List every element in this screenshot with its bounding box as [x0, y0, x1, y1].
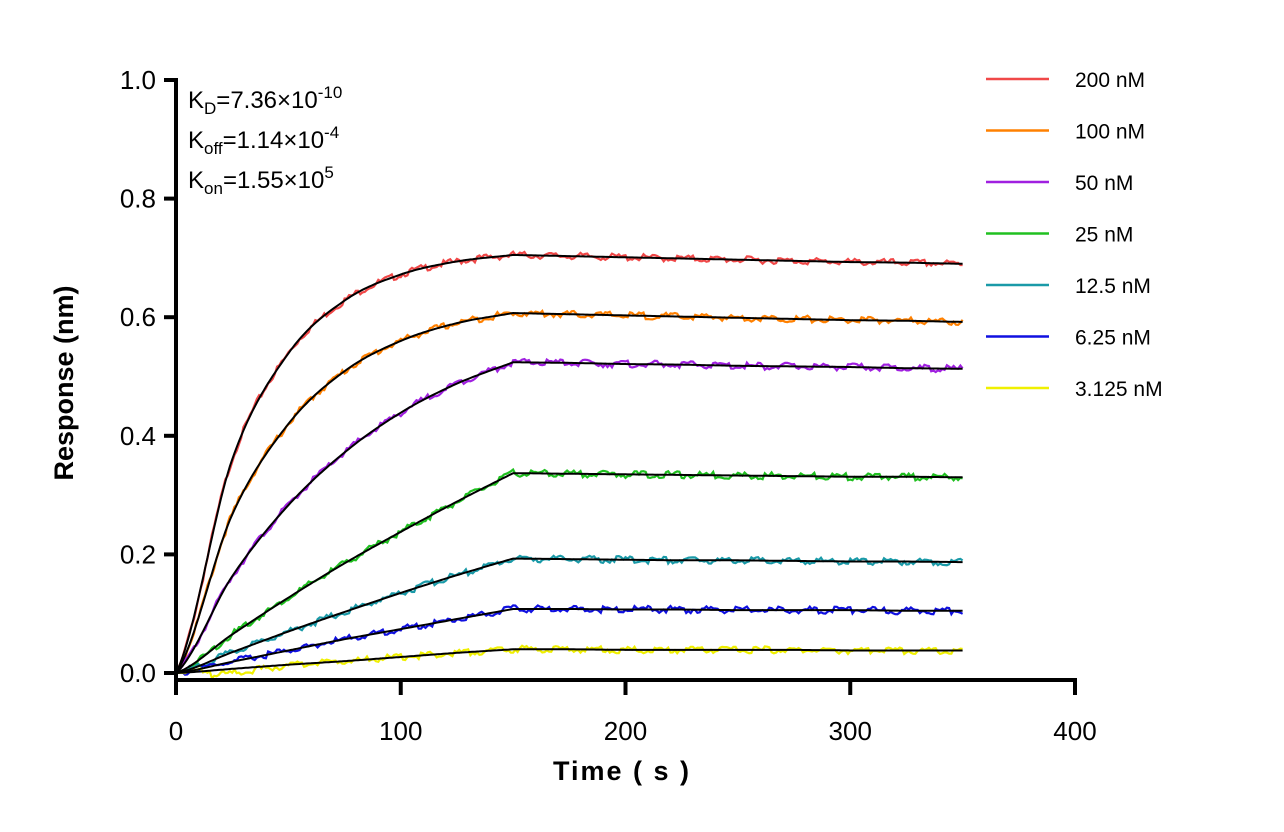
- fit-layer: [175, 253, 963, 674]
- y-tick-label: 0.8: [120, 184, 156, 214]
- x-tick-label: 100: [379, 716, 422, 746]
- fit-line-6.25-nM: [175, 608, 963, 674]
- legend-item: 200 nM: [986, 69, 1145, 92]
- legend-label: 200 nM: [1075, 69, 1145, 92]
- y-tick-label: 0.2: [120, 539, 156, 569]
- series-line-25-nM: [175, 467, 963, 675]
- series-line-12.5-nM: [175, 554, 964, 675]
- legend-label: 50 nM: [1075, 172, 1133, 195]
- kinetic-constant-on: Kon=1.55×105: [188, 163, 334, 198]
- fit-line-50-nM: [175, 361, 963, 674]
- axes: 0.0 0.2 0.4 0.6 0.8 1.0 0 100 200 300 400: [120, 65, 1097, 746]
- kinetic-constant-D: KD=7.36×10-10: [188, 83, 342, 118]
- legend-label: 25 nM: [1075, 224, 1133, 247]
- y-tick-label: 0.6: [120, 302, 156, 332]
- y-tick-label: 1.0: [120, 65, 156, 95]
- fit-line-200-nM: [175, 253, 963, 674]
- legend-item: 3.125 nM: [986, 378, 1163, 401]
- y-tick-label: 0.4: [120, 421, 156, 451]
- legend-item: 12.5 nM: [986, 275, 1151, 298]
- x-tick-label: 300: [829, 716, 872, 746]
- x-tick-label: 200: [604, 716, 647, 746]
- legend-item: 50 nM: [986, 172, 1133, 195]
- legend: 200 nM 100 nM 50 nM 25 nM 12.5 nM 6.25 nM 3.12…: [986, 69, 1163, 401]
- fit-line-25-nM: [175, 472, 963, 674]
- series-line-50-nM: [175, 357, 964, 674]
- y-tick-label: 0.0: [120, 658, 156, 688]
- legend-item: 6.25 nM: [986, 327, 1151, 350]
- fit-line-100-nM: [175, 311, 963, 674]
- series-layer: [175, 250, 964, 681]
- legend-item: 100 nM: [986, 121, 1145, 144]
- legend-label: 6.25 nM: [1075, 327, 1151, 350]
- x-axis-title: Time ( s ): [553, 756, 691, 786]
- fit-line-12.5-nM: [175, 557, 963, 674]
- legend-label: 12.5 nM: [1075, 275, 1151, 298]
- series-line-100-nM: [175, 308, 964, 674]
- y-axis-title: Response (nm): [49, 285, 79, 480]
- kinetic-constants: KD=7.36×10-10 Koff=1.14×10-4 Kon=1.55×105: [188, 83, 342, 198]
- kinetic-constant-off: Koff=1.14×10-4: [188, 123, 339, 158]
- fit-line-3.125-nM: [175, 648, 963, 674]
- series-line-3.125-nM: [175, 644, 963, 681]
- x-tick-label: 400: [1053, 716, 1096, 746]
- legend-label: 100 nM: [1075, 121, 1145, 144]
- legend-item: 25 nM: [986, 224, 1133, 247]
- x-tick-label: 0: [169, 716, 183, 746]
- legend-label: 3.125 nM: [1075, 378, 1163, 401]
